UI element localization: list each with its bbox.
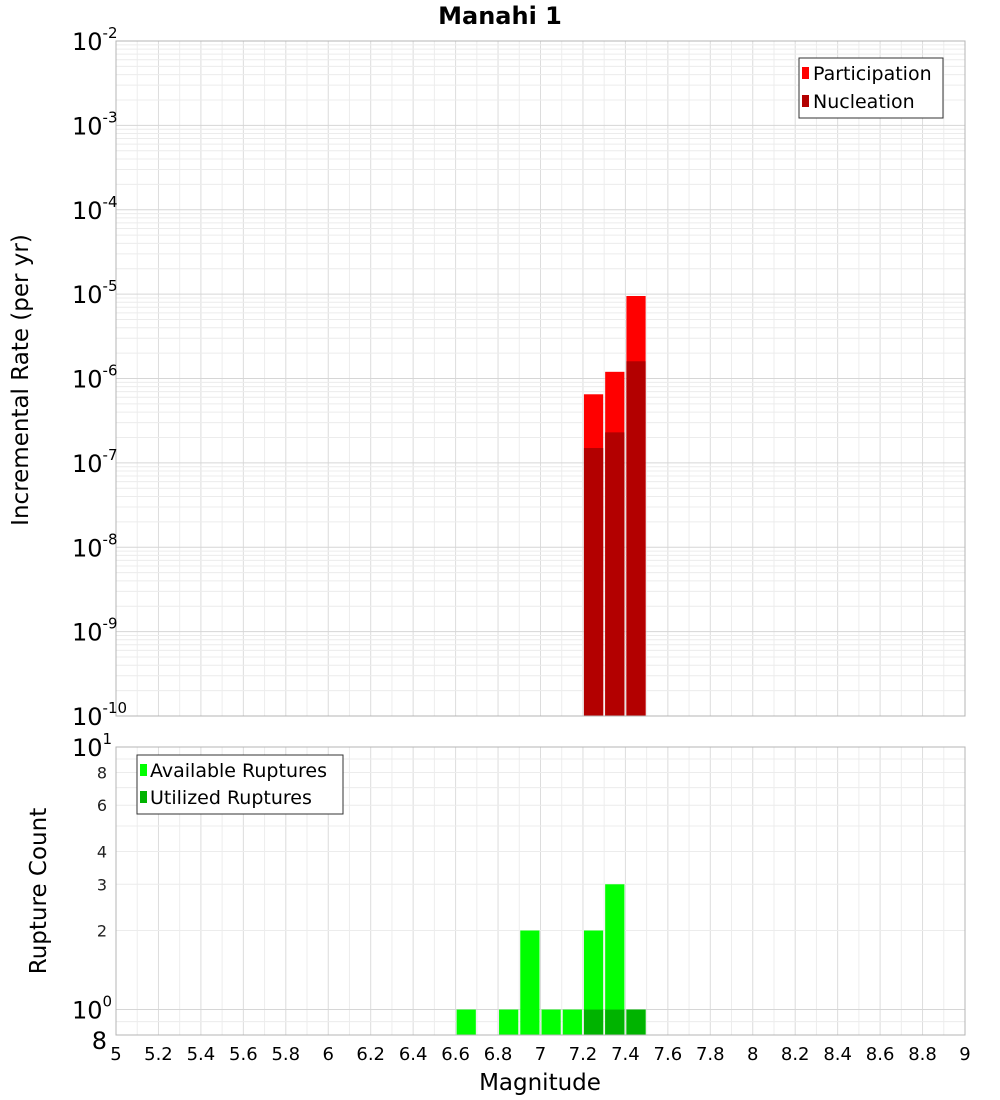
available-ruptures-bar <box>456 1009 476 1035</box>
magnitude-x-axis-label: Magnitude <box>479 1070 601 1096</box>
count-plot-frame <box>115 746 966 1036</box>
rate-y-tick-label: 10-5 <box>72 277 118 309</box>
magnitude-x-tick-label: 7.2 <box>569 1044 598 1065</box>
count-y-minor-tick-label: 8 <box>97 763 107 782</box>
utilized-legend-label: Utilized Ruptures <box>150 787 312 809</box>
magnitude-x-tick-label: 8 <box>747 1044 758 1065</box>
rate-bars <box>583 296 646 716</box>
magnitude-x-tick-label: 6.2 <box>356 1044 385 1065</box>
available-ruptures-bar <box>499 1009 519 1035</box>
count-legend-box <box>136 754 344 815</box>
utilized-ruptures-bar <box>605 1009 625 1035</box>
rate-plot-frame <box>115 40 966 717</box>
available-legend-label: Available Ruptures <box>150 760 327 782</box>
magnitude-x-tick-label: 5.4 <box>187 1044 216 1065</box>
magnitude-x-tick-label: 5.2 <box>144 1044 173 1065</box>
nucleation-legend-swatch <box>802 95 809 107</box>
magnitude-x-tick-label: 5 <box>110 1044 121 1065</box>
count-y-axis-label: Rupture Count <box>26 808 52 974</box>
available-ruptures-bar <box>520 930 540 1035</box>
rate-y-tick-label: 10-2 <box>72 24 118 56</box>
magnitude-x-tick-label: 5.6 <box>229 1044 258 1065</box>
available-ruptures-bar <box>605 884 625 1035</box>
count-bars <box>456 884 646 1035</box>
rate-y-tick-label: 10-10 <box>72 699 127 731</box>
chart-title: Manahi 1 <box>438 2 562 30</box>
magnitude-x-tick-label: 6.8 <box>484 1044 513 1065</box>
count-legend: Available Ruptures Utilized Ruptures <box>136 754 344 815</box>
rate-y-tick-label: 10-7 <box>72 446 118 478</box>
count-y-tick-label: 100 <box>72 993 112 1025</box>
rate-y-tick-label: 10-4 <box>72 193 118 225</box>
magnitude-x-tick-label: 8.4 <box>823 1044 852 1065</box>
magnitude-x-tick-label: 7 <box>535 1044 546 1065</box>
magnitude-x-tick-label: 6.6 <box>441 1044 470 1065</box>
nucleation-bar <box>583 448 604 716</box>
rate-y-tick-label: 10-3 <box>72 108 118 140</box>
available-ruptures-bar <box>583 930 604 1035</box>
nucleation-legend-label: Nucleation <box>813 91 915 113</box>
magnitude-x-ticks: 5 5.2 5.4 5.6 5.8 6 6.2 6.4 6.6 6.8 7 7.2 7.4 7.6 7.8 8… <box>110 1044 970 1065</box>
magnitude-x-tick-label: 7.8 <box>696 1044 725 1065</box>
magnitude-x-tick-label: 6.4 <box>399 1044 428 1065</box>
participation-legend-swatch <box>802 67 809 79</box>
count-y-minor-tick-label: 4 <box>97 842 107 861</box>
magnitude-x-tick-label: 7.6 <box>654 1044 683 1065</box>
utilized-legend-swatch <box>140 791 147 803</box>
rate-y-tick-label: 10-9 <box>72 615 118 647</box>
available-ruptures-bar <box>562 1009 582 1035</box>
magnitude-x-tick-label: 8.6 <box>866 1044 895 1065</box>
count-y-minor-tick-label: 2 <box>97 922 107 941</box>
count-y-minor-tick-label: 8 <box>92 1027 107 1055</box>
utilized-ruptures-bar <box>583 1009 604 1035</box>
magnitude-x-tick-label: 7.4 <box>611 1044 640 1065</box>
rate-legend: Participation Nucleation <box>798 57 944 119</box>
utilized-ruptures-bar <box>626 1009 646 1035</box>
available-legend-swatch <box>140 764 147 776</box>
count-y-minor-tick-label: 3 <box>97 875 107 894</box>
magnitude-x-tick-label: 5.8 <box>271 1044 300 1065</box>
magnitude-x-tick-label: 8.2 <box>781 1044 810 1065</box>
rate-legend-box <box>798 57 944 119</box>
participation-legend-label: Participation <box>813 63 932 85</box>
magnitude-x-tick-label: 8.8 <box>908 1044 937 1065</box>
available-ruptures-bar <box>541 1009 561 1035</box>
count-y-minor-tick-label: 6 <box>97 796 107 815</box>
rate-y-ticks: 10-10 10-9 10-8 10-7 10-6 10-5 10-4 10-3 10-2 <box>72 24 127 731</box>
rate-panel: 10-10 10-9 10-8 10-7 10-6 10-5 10-4 10-3 10-2 In… <box>8 24 966 731</box>
count-y-tick-label: 101 <box>72 730 112 762</box>
rate-y-axis-label: Incremental Rate (per yr) <box>8 234 34 526</box>
rate-y-tick-label: 10-6 <box>72 362 118 394</box>
magnitude-x-tick-label: 6 <box>323 1044 334 1065</box>
nucleation-bar <box>626 361 646 716</box>
rate-grid <box>115 41 966 717</box>
magnitude-x-tick-label: 9 <box>959 1044 970 1065</box>
nucleation-bar <box>605 432 625 716</box>
rate-y-tick-label: 10-8 <box>72 530 118 562</box>
